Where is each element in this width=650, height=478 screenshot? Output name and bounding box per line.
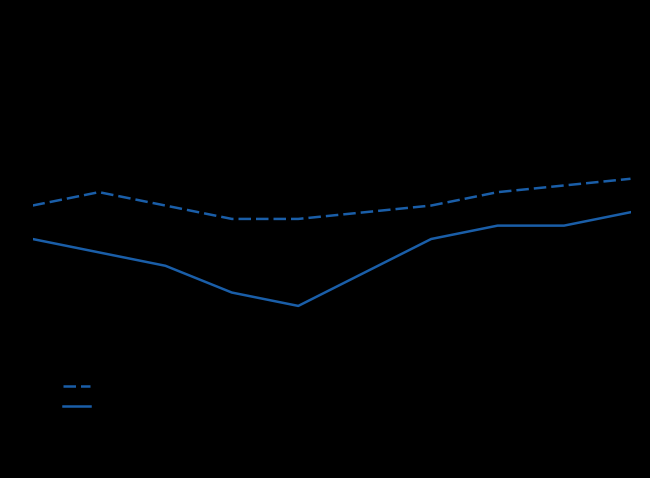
Legend: , : ,: [62, 380, 94, 413]
